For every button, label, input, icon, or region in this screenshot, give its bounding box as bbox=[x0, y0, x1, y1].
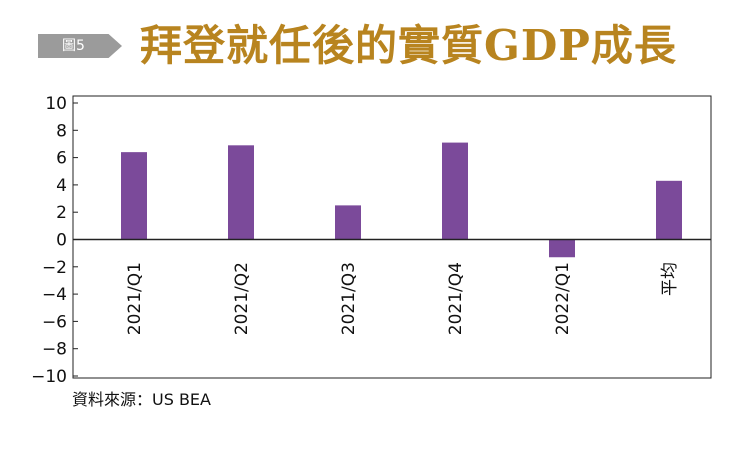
x-category-label: 2021/Q4 bbox=[446, 262, 466, 335]
y-tick-label: 8 bbox=[56, 121, 67, 141]
y-tick-label: 0 bbox=[56, 231, 67, 251]
figure-number-tag: 圖5 bbox=[38, 34, 122, 58]
y-tick-label: −2 bbox=[42, 258, 67, 278]
x-category-label: 平均 bbox=[660, 262, 680, 296]
y-tick-label: −4 bbox=[42, 285, 67, 305]
y-tick-label: 2 bbox=[56, 203, 67, 223]
y-tick-label: 10 bbox=[45, 94, 67, 114]
source-note: 資料來源：US BEA bbox=[72, 390, 211, 409]
y-tick-label: −6 bbox=[42, 312, 67, 332]
y-tick-label: −10 bbox=[31, 367, 67, 387]
x-category-label: 2022/Q1 bbox=[553, 262, 573, 335]
y-tick-label: −8 bbox=[42, 340, 67, 360]
x-category-label: 2021/Q1 bbox=[125, 262, 145, 335]
bar bbox=[228, 145, 254, 240]
bar bbox=[335, 205, 361, 240]
bar bbox=[121, 152, 147, 240]
x-category-label: 2021/Q2 bbox=[232, 262, 252, 335]
bar bbox=[442, 142, 468, 240]
y-tick-label: 6 bbox=[56, 149, 67, 169]
plot-frame bbox=[72, 95, 712, 379]
bar bbox=[549, 239, 575, 258]
chart-title: 拜登就任後的實質GDP成長 bbox=[140, 21, 677, 70]
x-category-label: 2021/Q3 bbox=[339, 262, 359, 335]
bar bbox=[656, 180, 682, 240]
y-tick-label: 4 bbox=[56, 176, 67, 196]
